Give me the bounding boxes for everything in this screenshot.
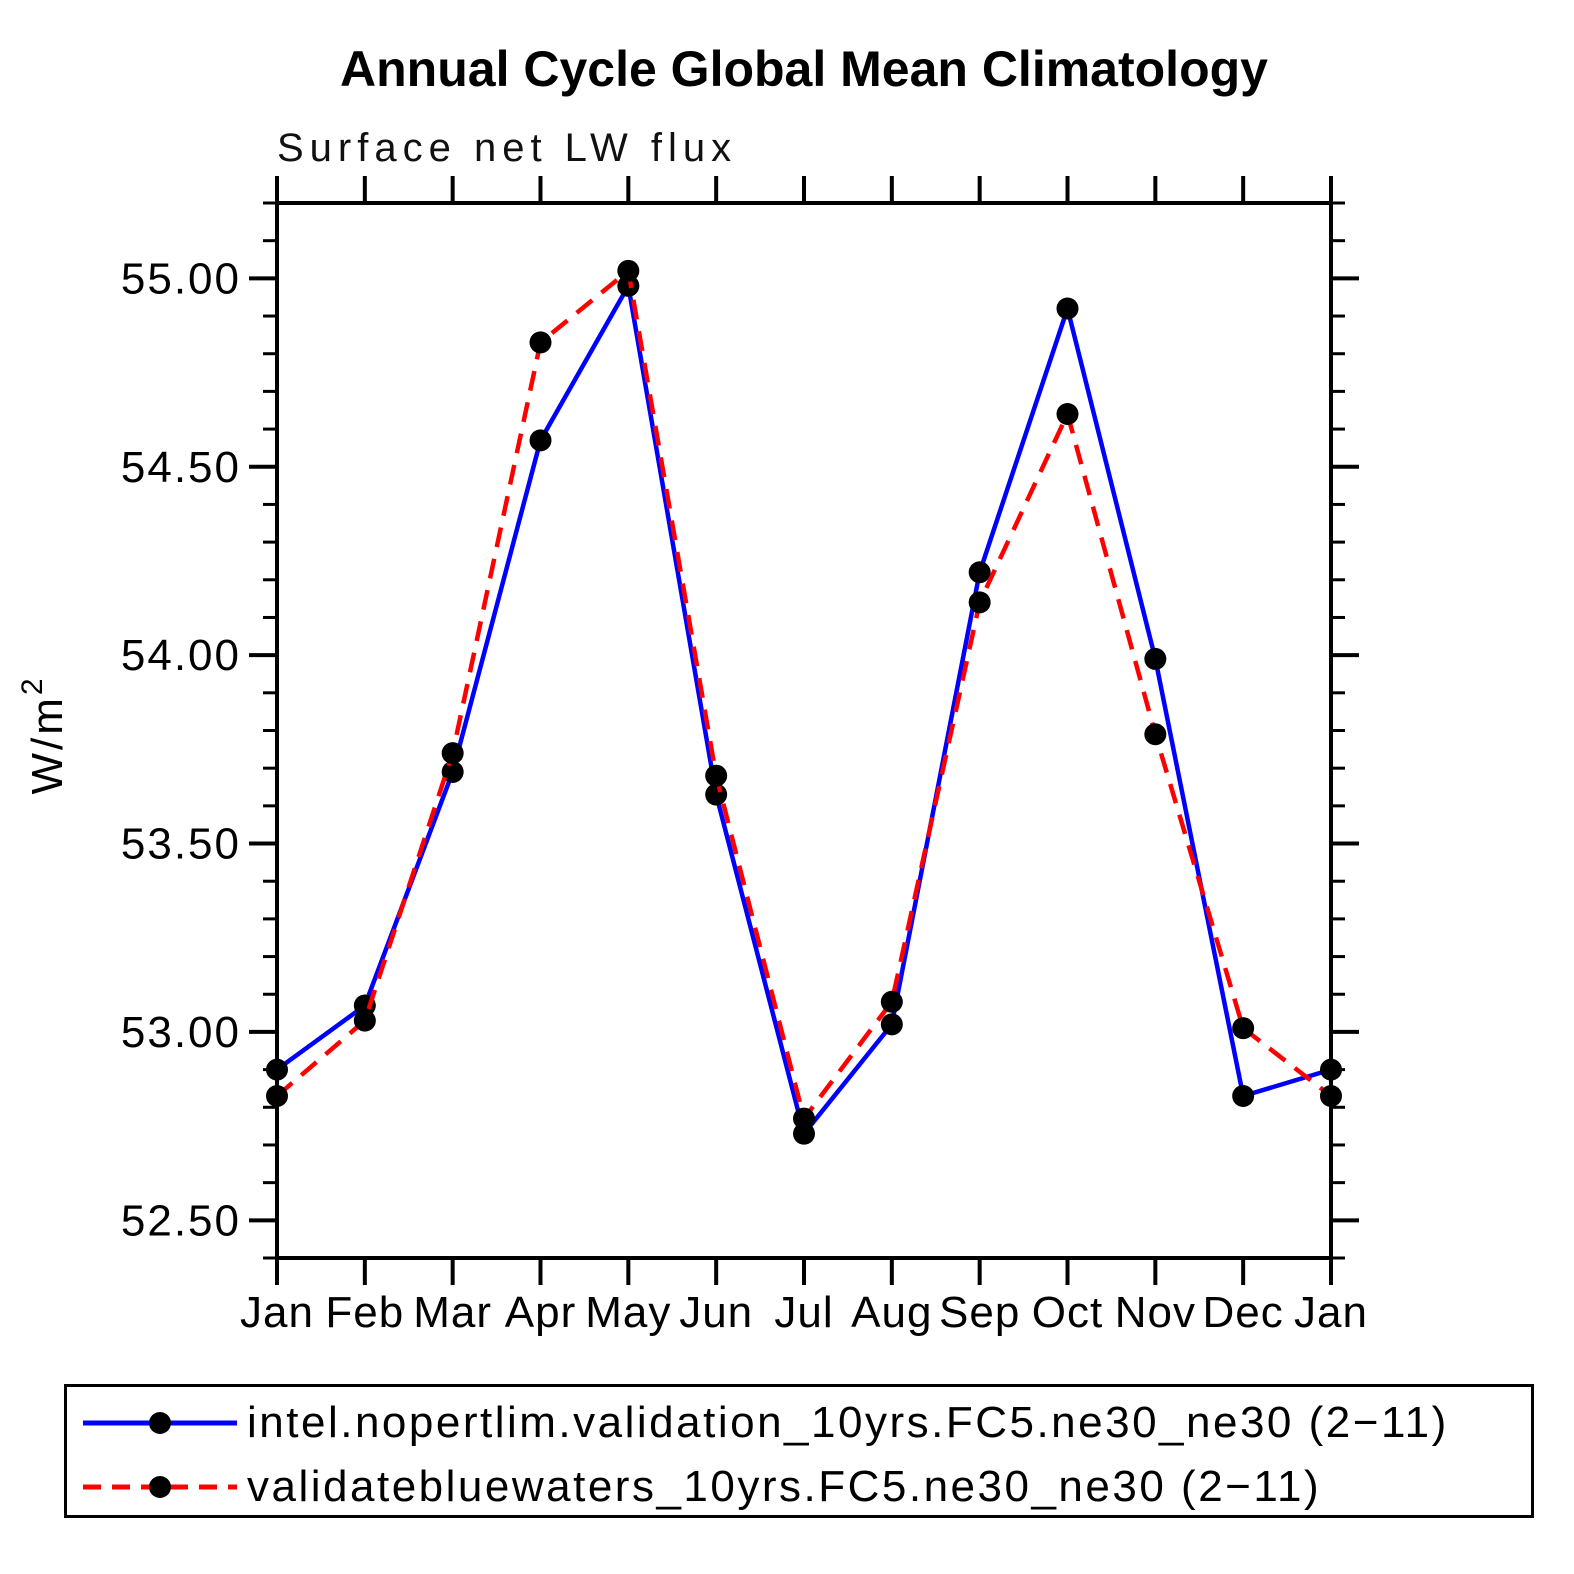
data-point-marker — [266, 1084, 288, 1107]
data-point-marker — [441, 742, 464, 765]
data-point-marker — [968, 561, 991, 584]
y-tick-label: 54.00 — [121, 631, 241, 680]
y-tick-label: 52.50 — [121, 1196, 241, 1245]
chart-title: Annual Cycle Global Mean Climatology — [340, 41, 1268, 97]
plot-box — [275, 201, 1333, 1260]
legend-item-series-1: intel.nopertlim.validation_10yrs.FC5.ne3… — [75, 1393, 1449, 1453]
legend-label-series-2: validatebluewaters_10yrs.FC5.ne30_ne30 (… — [247, 1462, 1322, 1511]
y-axis-title: W/m2 — [16, 675, 72, 794]
y-tick-label: 55.00 — [121, 254, 241, 303]
data-point-marker — [793, 1122, 815, 1145]
legend-line-sample-blue-solid — [83, 1412, 237, 1434]
data-point-marker — [1056, 297, 1079, 320]
data-point-marker — [968, 591, 991, 614]
data-point-marker — [1056, 403, 1079, 425]
data-point-marker — [617, 259, 640, 282]
legend: intel.nopertlim.validation_10yrs.FC5.ne3… — [64, 1384, 1534, 1518]
data-point-marker — [880, 1013, 903, 1036]
data-point-marker — [529, 429, 552, 452]
y-tick-label: 54.50 — [121, 443, 241, 492]
data-point-marker — [441, 760, 464, 783]
x-tick-label: Jan — [1294, 1288, 1368, 1337]
data-point-marker — [266, 1058, 288, 1081]
x-tick-label: Oct — [1032, 1288, 1103, 1337]
series-line-red — [275, 268, 1333, 1121]
x-tick-label: Nov — [1115, 1288, 1196, 1337]
series-line-blue — [275, 283, 1332, 1136]
y-tick-label: 53.00 — [121, 1008, 241, 1057]
data-point-marker — [1320, 1084, 1342, 1107]
data-point-marker — [1144, 647, 1167, 670]
data-point-marker — [1232, 1017, 1255, 1040]
y-tick-label: 53.50 — [121, 820, 241, 869]
x-tick-label: Jul — [774, 1288, 833, 1337]
x-tick-label: May — [585, 1288, 671, 1337]
chart-subtitle: Surface net LW flux — [277, 126, 738, 170]
x-tick-label: Apr — [505, 1288, 576, 1337]
data-point-marker — [353, 1009, 376, 1032]
x-tick-label: Aug — [851, 1288, 932, 1337]
data-point-marker — [1320, 1058, 1342, 1081]
x-tick-label: Feb — [325, 1288, 404, 1337]
data-point-marker — [529, 331, 552, 354]
legend-line-sample-red-dashed — [83, 1476, 237, 1498]
data-point-marker — [705, 783, 728, 806]
x-tick-label: Sep — [939, 1288, 1020, 1337]
data-point-marker — [1232, 1084, 1255, 1107]
data-point-marker — [793, 1107, 815, 1130]
x-tick-label: Jan — [240, 1288, 314, 1337]
legend-item-series-2: validatebluewaters_10yrs.FC5.ne30_ne30 (… — [75, 1457, 1321, 1517]
legend-label-series-1: intel.nopertlim.validation_10yrs.FC5.ne3… — [247, 1398, 1449, 1447]
x-tick-label: Mar — [413, 1288, 492, 1337]
x-tick-label: Dec — [1203, 1288, 1284, 1337]
data-point-marker — [705, 764, 728, 787]
data-point-marker — [617, 274, 640, 297]
data-point-marker — [1144, 723, 1167, 746]
data-point-marker — [880, 990, 903, 1013]
x-tick-label: Jun — [679, 1288, 753, 1337]
